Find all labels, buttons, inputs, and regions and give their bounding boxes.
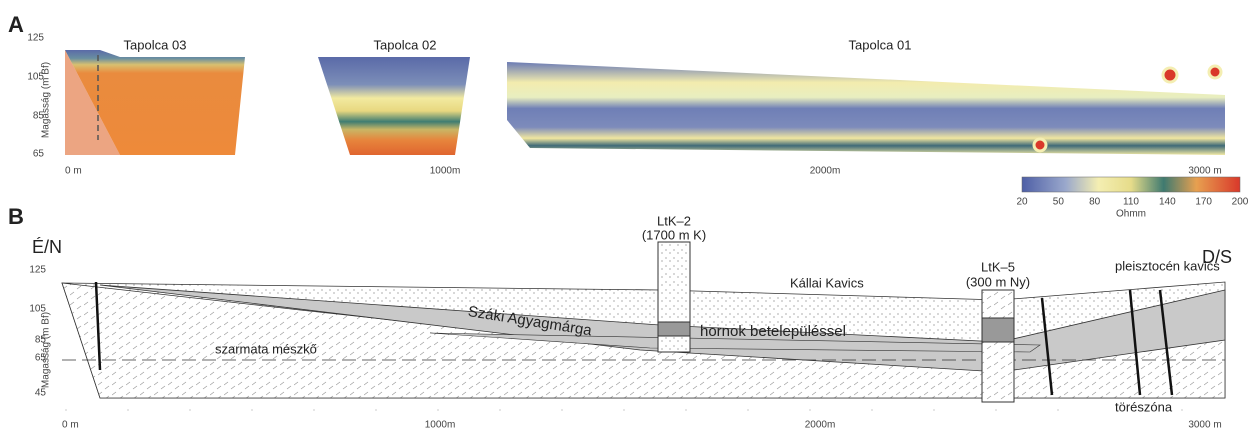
y-tick-label: 105 <box>29 304 46 315</box>
colorbar-tick-label: 140 <box>1159 197 1176 208</box>
well-layer <box>658 322 690 336</box>
y-tick-label: 125 <box>29 265 46 276</box>
colorbar-tick-label: 20 <box>1016 197 1028 208</box>
y-tick-label: 65 <box>35 353 47 364</box>
direction-label: É/N <box>32 237 62 257</box>
x-tick-label: 1000m <box>430 166 461 177</box>
colorbar-tick-label: 80 <box>1089 197 1101 208</box>
x-tick-label: 3000 m <box>1188 166 1221 177</box>
colorbar-tick-label: 170 <box>1195 197 1212 208</box>
section-label: Tapolca 03 <box>124 37 187 52</box>
colorbar-tick-label: 50 <box>1053 197 1065 208</box>
x-tick-label: 1000m <box>425 420 456 431</box>
resistivity-section <box>507 62 1225 155</box>
x-tick-label: 0 m <box>65 166 82 177</box>
anomaly <box>1034 139 1046 151</box>
colorbar-tick-label: 110 <box>1123 197 1139 208</box>
unit-label: pleisztocén kavics <box>1115 258 1220 273</box>
y-tick-label: 85 <box>33 111 45 122</box>
figure: A Magasság (m Bf) 125 105 85 65 Tapolca … <box>0 0 1252 432</box>
unit-label: hornok betelepüléssel <box>700 323 846 340</box>
y-axis-label: Magasság (m Bf) <box>41 312 52 388</box>
y-tick-label: 65 <box>33 149 45 160</box>
well-note: (1700 m K) <box>642 227 706 242</box>
section-label: Tapolca 01 <box>849 37 912 52</box>
unit-label: törészóna <box>1115 399 1173 414</box>
anomaly <box>1163 68 1177 82</box>
colorbar-unit: Ohmm <box>1116 209 1146 220</box>
well-column <box>982 290 1014 402</box>
unit-label: Kállai Kavics <box>790 275 864 290</box>
y-tick-label: 85 <box>35 335 47 346</box>
well-name: LtK–2 <box>657 213 691 228</box>
unit-label: szarmata mészkő <box>215 341 317 356</box>
x-tick-label: 2000m <box>805 420 836 431</box>
colorbar-tick-label: 200 <box>1232 197 1249 208</box>
section-label: Tapolca 02 <box>374 37 437 52</box>
well-layer <box>982 318 1014 342</box>
resistivity-section <box>318 57 470 155</box>
colorbar <box>1022 177 1240 192</box>
y-tick-label: 125 <box>27 33 44 44</box>
anomaly <box>1209 66 1221 78</box>
x-tick-label: 3000 m <box>1188 420 1221 431</box>
colorbar-ticks: 20 50 80 110 140 170 200 <box>1016 197 1248 208</box>
x-tick-label: 2000m <box>810 166 841 177</box>
x-tick-label: 0 m <box>62 420 79 431</box>
y-tick-label: 45 <box>35 388 47 399</box>
y-tick-label: 105 <box>27 72 44 83</box>
panel-label: A <box>8 12 24 37</box>
well-note: (300 m Ny) <box>966 274 1030 289</box>
panel-label: B <box>8 204 24 229</box>
well-name: LtK–5 <box>981 259 1015 274</box>
